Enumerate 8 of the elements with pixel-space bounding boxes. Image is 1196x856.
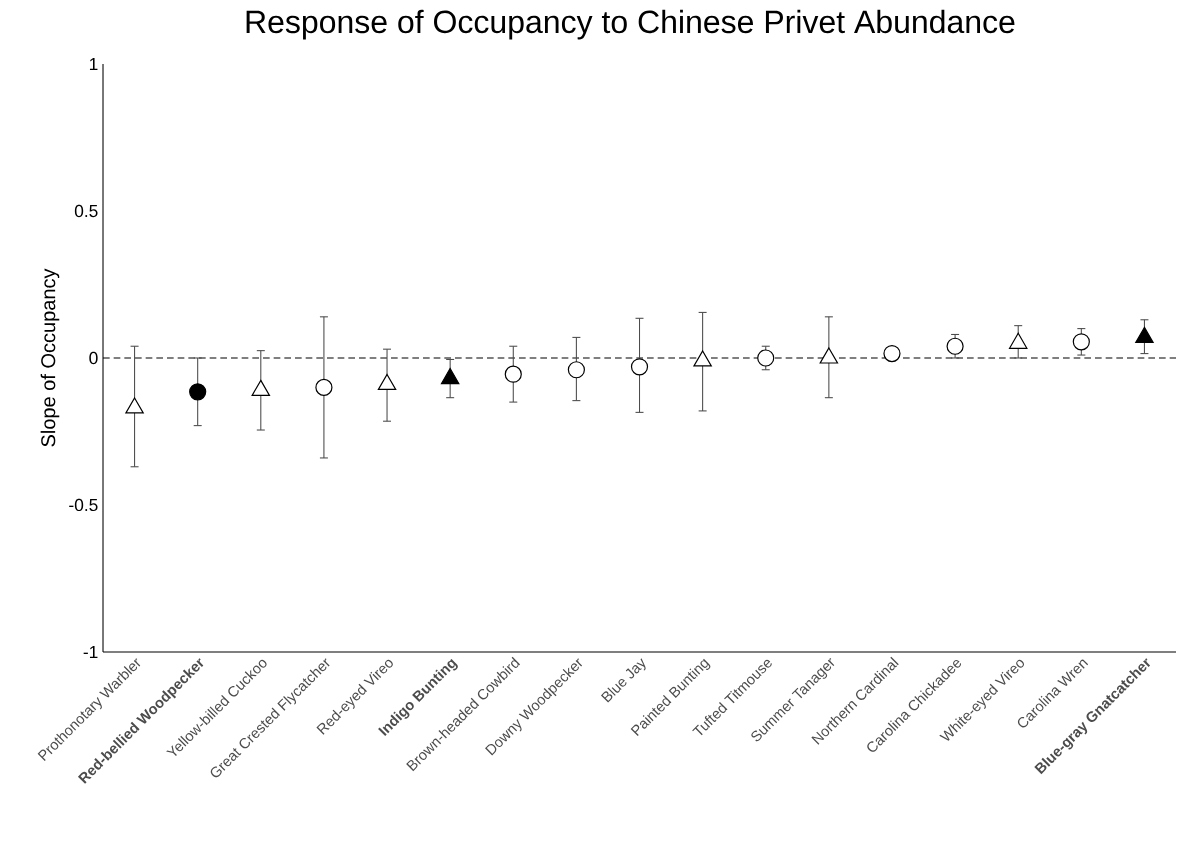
y-tick-label: 0.5 [74,204,98,218]
x-tick-label: Blue Jay [600,658,646,703]
y-axis-title: Slope of Occupancy [40,268,60,447]
y-tick-label: -1 [83,646,98,658]
chart-title: Response of Occupancy to Chinese Privet Abundance [246,9,1015,40]
y-tick-label: 0 [89,351,98,365]
y-tick-label: 1 [89,58,98,70]
y-tick-label: -0.5 [69,498,98,512]
